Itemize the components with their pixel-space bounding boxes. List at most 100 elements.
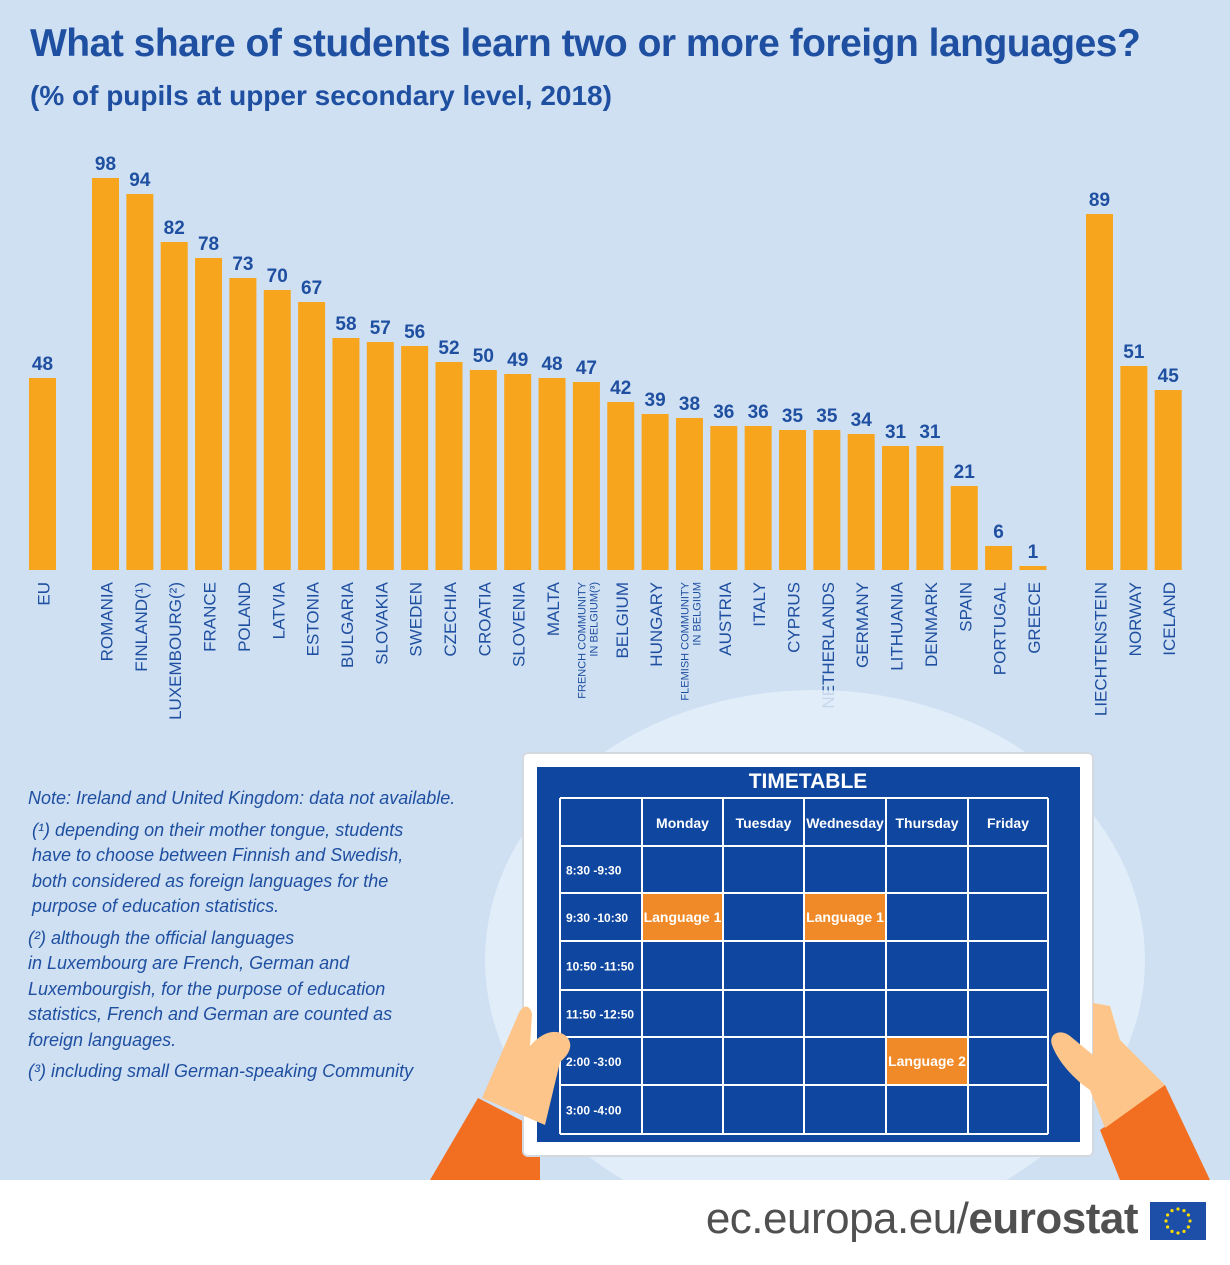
chart-subtitle: (% of pupils at upper secondary level, 2… bbox=[30, 80, 612, 111]
timetable-time: 9:30 -10:30 bbox=[566, 911, 628, 925]
note-3: (³) including small German-speaking Comm… bbox=[28, 1061, 414, 1081]
timetable-time: 8:30 -9:30 bbox=[566, 864, 622, 878]
bar bbox=[847, 434, 875, 570]
timetable-time: 3:00 -4:00 bbox=[566, 1104, 622, 1118]
bar bbox=[916, 446, 944, 570]
category-label: MALTA bbox=[544, 581, 563, 636]
bar-value-label: 56 bbox=[404, 322, 425, 343]
lesson-label: Language 2 bbox=[888, 1053, 966, 1069]
bar bbox=[1086, 214, 1113, 570]
bar bbox=[779, 430, 806, 570]
lesson-block bbox=[643, 894, 722, 940]
lesson-block bbox=[805, 894, 885, 940]
category-label: BULGARIA bbox=[338, 581, 357, 668]
bar bbox=[882, 446, 910, 570]
category-label: LITHUANIA bbox=[888, 581, 907, 670]
chart-title: What share of students learn two or more… bbox=[30, 22, 1141, 65]
bar bbox=[1154, 390, 1182, 570]
bar-value-label: 39 bbox=[645, 390, 666, 411]
bar-value-label: 78 bbox=[198, 234, 219, 255]
category-label: NORWAY bbox=[1126, 582, 1145, 656]
bar-chart: 48 EU 98 ROMANIA 94 FINLAND(¹) 82 LUXEMBOURG(²)… bbox=[29, 154, 1210, 1180]
category-label: FRENCH COMMUNITY bbox=[576, 581, 588, 698]
category-label: EU bbox=[35, 582, 54, 606]
category-label: IN BELGIUM bbox=[691, 582, 703, 646]
bar bbox=[92, 178, 119, 570]
bar bbox=[950, 486, 978, 570]
note-intro: Note: Ireland and United Kingdom: data n… bbox=[28, 788, 456, 808]
category-label: FRANCE bbox=[201, 582, 220, 652]
bar bbox=[469, 370, 497, 570]
bar bbox=[160, 242, 188, 570]
note-1: (¹) depending on their mother tongue, st… bbox=[32, 819, 404, 917]
lesson-label: Language 1 bbox=[644, 909, 722, 925]
category-label: ITALY bbox=[750, 582, 769, 627]
category-label: CZECHIA bbox=[441, 581, 460, 656]
bar bbox=[332, 338, 360, 570]
bar bbox=[504, 374, 532, 570]
bar bbox=[29, 378, 56, 570]
bar-value-label: 36 bbox=[713, 402, 734, 423]
category-label: ROMANIA bbox=[98, 581, 117, 661]
category-label: FINLAND(¹) bbox=[132, 582, 151, 672]
bar bbox=[195, 258, 223, 570]
bar-value-label: 58 bbox=[335, 314, 356, 335]
category-label: LATVIA bbox=[269, 581, 288, 639]
category-label: CYPRUS bbox=[785, 582, 804, 653]
bar-value-label: 50 bbox=[473, 346, 494, 367]
bar-value-label: 67 bbox=[301, 278, 322, 299]
category-label: DENMARK bbox=[922, 581, 941, 667]
bar-value-label: 98 bbox=[95, 154, 116, 175]
timetable-day: Wednesday bbox=[806, 815, 884, 831]
category-label: ICELAND bbox=[1160, 582, 1179, 656]
category-label: ESTONIA bbox=[304, 581, 323, 656]
bar bbox=[538, 378, 566, 570]
bar-value-label: 42 bbox=[610, 378, 631, 399]
bar-value-label: 52 bbox=[438, 338, 459, 359]
bar-value-label: 21 bbox=[954, 462, 976, 483]
bar bbox=[126, 194, 154, 570]
bar bbox=[1120, 366, 1148, 570]
category-label: SLOVENIA bbox=[510, 581, 529, 667]
bar-value-label: 49 bbox=[507, 350, 528, 371]
timetable-time: 10:50 -11:50 bbox=[566, 960, 634, 974]
bar bbox=[572, 382, 600, 570]
category-label: SPAIN bbox=[956, 582, 975, 632]
footer-domain: ec.europa.eu/ bbox=[705, 1194, 969, 1243]
bar-value-label: 70 bbox=[267, 266, 288, 287]
category-label: GERMANY bbox=[853, 582, 872, 668]
bar bbox=[263, 290, 291, 570]
bar-value-label: 36 bbox=[748, 402, 769, 423]
bar bbox=[366, 342, 394, 570]
footer-brand: eurostat bbox=[968, 1194, 1138, 1243]
footer: ec.europa.eu/eurostat bbox=[0, 1180, 1230, 1265]
bar-value-label: 31 bbox=[919, 422, 941, 443]
bar-value-label: 94 bbox=[129, 170, 151, 191]
footer-url[interactable]: ec.europa.eu/eurostat bbox=[705, 1194, 1139, 1244]
category-label: IN BELGIUM(³) bbox=[588, 582, 600, 657]
footnotes: Note: Ireland and United Kingdom: data n… bbox=[28, 786, 508, 1091]
timetable-day: Thursday bbox=[895, 815, 958, 831]
bar bbox=[813, 430, 841, 570]
bar bbox=[1019, 566, 1047, 570]
note-2: (²) although the official languages in L… bbox=[28, 927, 393, 1050]
bar-value-label: 34 bbox=[851, 410, 873, 431]
category-label: AUSTRIA bbox=[716, 581, 735, 655]
category-label: LIECHTENSTEIN bbox=[1092, 582, 1111, 716]
timetable-day: Tuesday bbox=[736, 815, 792, 831]
eu-flag-icon bbox=[1150, 1202, 1206, 1240]
category-label: SWEDEN bbox=[407, 582, 426, 657]
category-label: FLEMISH COMMUNITY bbox=[679, 581, 691, 700]
category-label: GREECE bbox=[1025, 582, 1044, 654]
bar-value-label: 48 bbox=[541, 354, 562, 375]
bar bbox=[298, 302, 326, 570]
bar-value-label: 38 bbox=[679, 394, 700, 415]
bar-value-label: 51 bbox=[1123, 342, 1145, 363]
bar-value-label: 48 bbox=[32, 354, 53, 375]
timetable-day: Monday bbox=[656, 815, 709, 831]
category-label: CROATIA bbox=[475, 581, 494, 656]
bar-value-label: 1 bbox=[1028, 542, 1039, 563]
timetable-time: 11:50 -12:50 bbox=[566, 1008, 634, 1022]
bar bbox=[710, 426, 738, 570]
bar-value-label: 82 bbox=[164, 218, 185, 239]
